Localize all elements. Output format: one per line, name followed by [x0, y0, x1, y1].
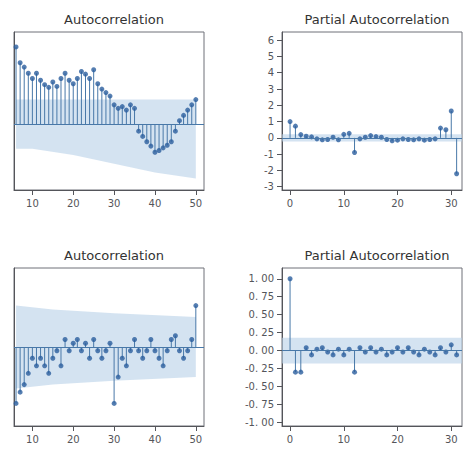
svg-text:5: 5	[268, 51, 274, 62]
svg-text:6: 6	[268, 35, 274, 46]
svg-text:50: 50	[189, 434, 202, 445]
svg-text:3: 3	[268, 84, 274, 95]
svg-text:2: 2	[268, 100, 274, 111]
svg-text:10: 10	[26, 198, 39, 209]
svg-text:-3: -3	[264, 181, 274, 192]
svg-text:50: 50	[189, 198, 202, 209]
svg-text:0: 0	[287, 198, 293, 209]
svg-text:Partial Autocorrelation: Partial Autocorrelation	[305, 248, 450, 263]
svg-text:1: 1	[268, 116, 274, 127]
svg-text:20: 20	[391, 198, 404, 209]
svg-text:0: 0	[268, 132, 274, 143]
svg-text:Autocorrelation: Autocorrelation	[64, 248, 164, 263]
svg-text:-1. 00: -1. 00	[245, 417, 274, 428]
svg-text:0: 0	[287, 434, 293, 445]
svg-text:10: 10	[337, 198, 350, 209]
svg-text:0. 00: 0. 00	[249, 345, 274, 356]
svg-text:-0. 75: -0. 75	[245, 399, 274, 410]
svg-text:20: 20	[67, 434, 80, 445]
svg-text:0. 75: 0. 75	[249, 291, 274, 302]
svg-text:-1: -1	[264, 149, 274, 160]
svg-text:30: 30	[445, 198, 458, 209]
svg-text:-0. 25: -0. 25	[245, 363, 274, 374]
svg-text:40: 40	[149, 434, 162, 445]
svg-text:Partial Autocorrelation: Partial Autocorrelation	[305, 12, 450, 27]
svg-text:30: 30	[108, 198, 121, 209]
svg-text:0. 25: 0. 25	[249, 327, 274, 338]
svg-text:10: 10	[337, 434, 350, 445]
svg-text:20: 20	[391, 434, 404, 445]
svg-text:30: 30	[445, 434, 458, 445]
svg-text:-0. 50: -0. 50	[245, 381, 274, 392]
svg-text:20: 20	[67, 198, 80, 209]
svg-text:Autocorrelation: Autocorrelation	[64, 12, 164, 27]
svg-text:-2: -2	[264, 165, 274, 176]
svg-text:4: 4	[268, 67, 274, 78]
svg-text:1. 00: 1. 00	[249, 273, 274, 284]
svg-text:10: 10	[26, 434, 39, 445]
svg-text:40: 40	[149, 198, 162, 209]
svg-text:0. 50: 0. 50	[249, 309, 274, 320]
svg-text:30: 30	[108, 434, 121, 445]
